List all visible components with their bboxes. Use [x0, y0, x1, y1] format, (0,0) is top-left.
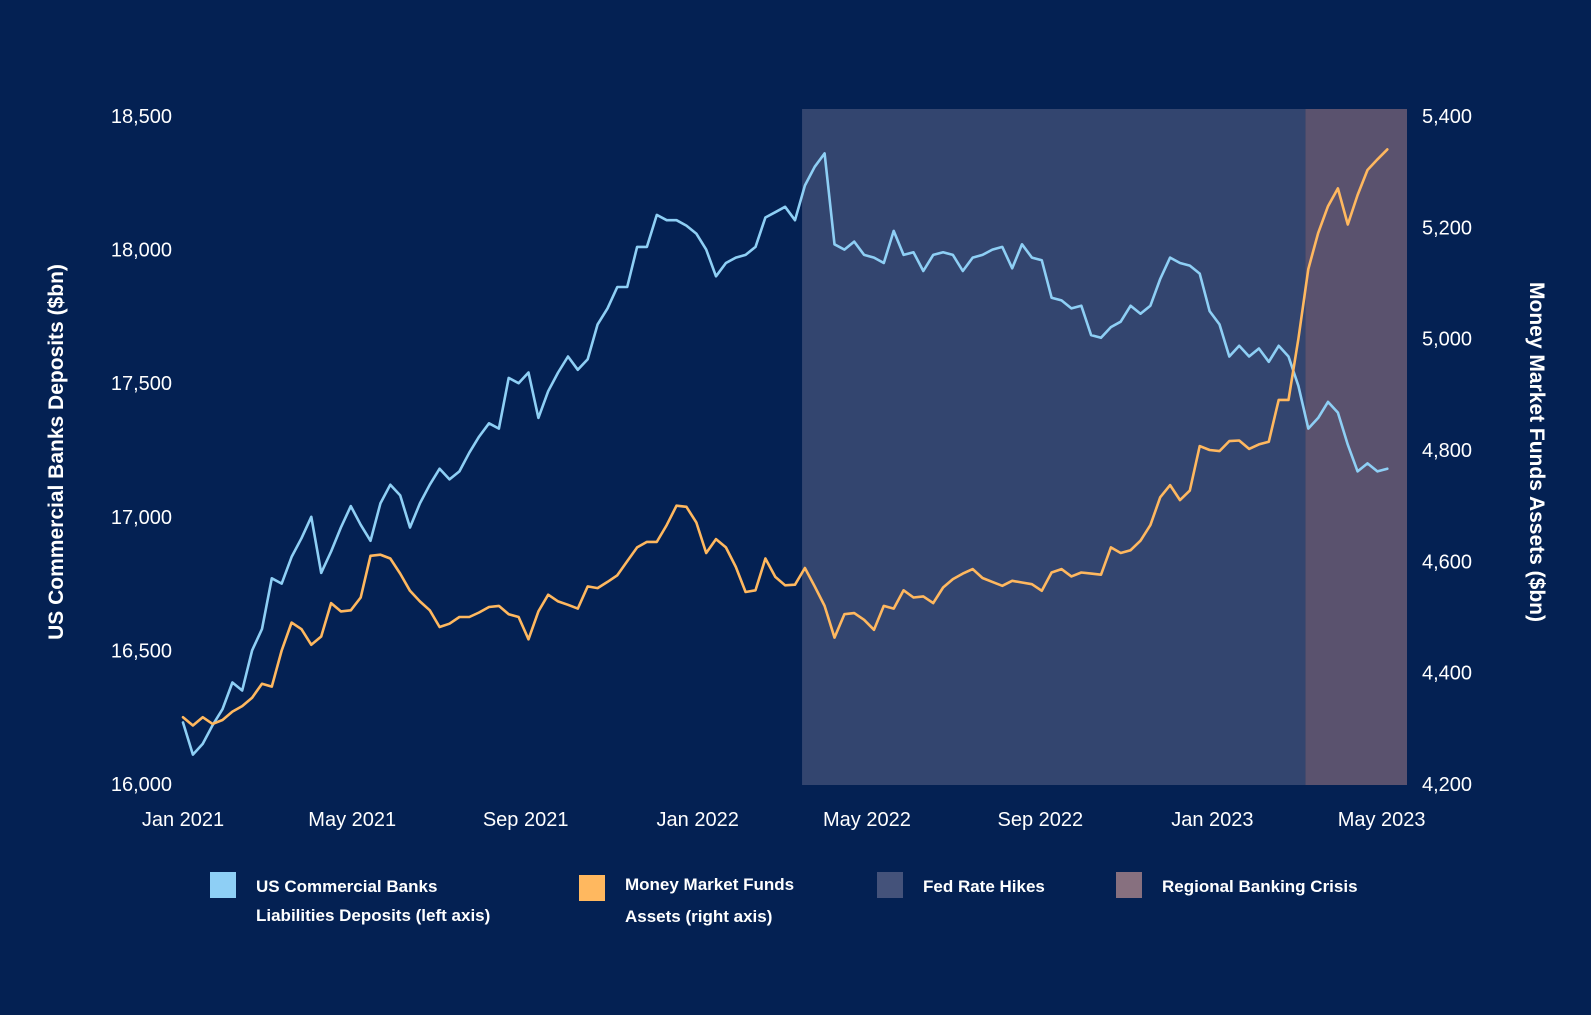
right-axis-tick-label: 4,200 — [1422, 774, 1472, 796]
right-axis-tick-label: 5,400 — [1422, 106, 1472, 128]
right-axis-ticks: 4,200 4,400 4,600 4,800 5,000 5,200 5,400 — [1422, 106, 1472, 796]
left-axis-tick-label: 17,500 — [111, 373, 172, 395]
left-axis-title: US Commercial Banks Deposits ($bn) — [45, 264, 68, 640]
series-line-deposits — [181, 152, 1389, 756]
shaded-regions — [802, 109, 1407, 785]
right-axis-title: Money Market Funds Assets ($bn) — [1525, 282, 1548, 622]
x-axis-tick-label: Jan 2023 — [1171, 809, 1253, 831]
shaded-region-regional-banking-crisis — [1305, 109, 1407, 785]
x-axis-tick-label: May 2023 — [1338, 809, 1426, 831]
x-axis-tick-label: Jan 2022 — [657, 809, 739, 831]
right-axis-tick-label: 4,600 — [1422, 551, 1472, 573]
left-axis-tick-label: 17,000 — [111, 507, 172, 529]
x-axis-ticks: Jan 2021 May 2021 Sep 2021 Jan 2022 May 2022… — [142, 809, 1426, 831]
x-axis-tick-label: Jan 2021 — [142, 809, 224, 831]
right-axis-tick-label: 4,800 — [1422, 440, 1472, 462]
x-axis-tick-label: Sep 2021 — [483, 809, 569, 831]
shaded-region-fed-rate-hikes — [802, 109, 1306, 785]
left-axis-tick-label: 18,000 — [111, 240, 172, 262]
series-lines — [181, 148, 1389, 756]
x-axis-tick-label: May 2021 — [308, 809, 396, 831]
x-axis-tick-label: May 2022 — [823, 809, 911, 831]
left-axis-ticks: 16,000 16,500 17,000 17,500 18,000 18,500 — [111, 106, 172, 796]
left-axis-tick-label: 16,000 — [111, 774, 172, 796]
series-line-money-market-funds — [181, 148, 1389, 727]
x-axis-tick-label: Sep 2022 — [998, 809, 1084, 831]
left-axis-tick-label: 18,500 — [111, 106, 172, 128]
right-axis-tick-label: 5,200 — [1422, 217, 1472, 239]
left-axis-tick-label: 16,500 — [111, 640, 172, 662]
right-axis-tick-label: 4,400 — [1422, 663, 1472, 685]
right-axis-tick-label: 5,000 — [1422, 329, 1472, 351]
